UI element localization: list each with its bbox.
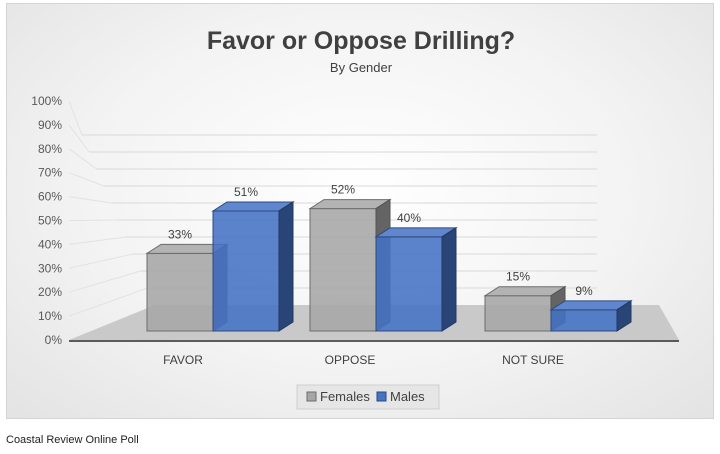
gridline-side — [68, 219, 119, 221]
bar-front — [484, 295, 552, 332]
bar-females-oppose — [308, 198, 392, 332]
gridline-side — [68, 287, 148, 317]
gridline-side — [68, 172, 105, 187]
legend-label-females: Females — [320, 389, 370, 404]
bar-males-favor — [211, 201, 295, 332]
chart-frame: 0% 10% 20% 30% 40% 50% 60% 70% 80% 90% 100% 33% 51%… — [6, 3, 714, 419]
bar-front — [146, 252, 214, 332]
category-label: OPPOSE — [325, 353, 376, 367]
y-tick-label: 10% — [38, 309, 62, 323]
y-tick-label: 60% — [38, 190, 62, 204]
gridline-side — [68, 196, 112, 204]
y-tick-label: 90% — [38, 118, 62, 132]
bar-front — [212, 210, 280, 332]
gridline-side — [68, 236, 126, 245]
y-tick-label: 0% — [45, 333, 63, 347]
bar-front — [375, 236, 443, 332]
bar-side — [441, 226, 457, 332]
bar-males-oppose — [374, 226, 458, 332]
data-label: 52% — [331, 183, 355, 197]
data-label: 40% — [397, 211, 421, 225]
category-label: FAVOR — [163, 353, 203, 367]
legend-label-males: Males — [390, 389, 425, 404]
gridline-side — [68, 124, 90, 153]
legend-box — [296, 384, 440, 410]
gridline-side — [68, 270, 141, 293]
y-tick-label: 70% — [38, 166, 62, 180]
data-label: 51% — [234, 185, 258, 199]
category-label: NOT SURE — [502, 353, 564, 367]
y-tick-label: 20% — [38, 285, 62, 299]
bar-chart: 0% 10% 20% 30% 40% 50% 60% 70% 80% 90% 100% 33% 51%… — [31, 27, 679, 410]
gridline-side — [68, 253, 134, 269]
bar-front — [309, 208, 377, 332]
source-note: Coastal Review Online Poll — [6, 434, 139, 446]
bar-side — [278, 201, 294, 332]
y-tick-label: 80% — [38, 142, 62, 156]
y-tick-label: 100% — [31, 94, 62, 108]
y-tick-label: 40% — [38, 237, 62, 251]
gridline-side — [68, 148, 97, 170]
data-label: 9% — [575, 284, 593, 298]
gridline-side — [68, 100, 83, 136]
data-label: 15% — [506, 270, 530, 284]
chart-title: Favor or Oppose Drilling? — [207, 27, 515, 55]
bar-side — [616, 299, 632, 332]
bar-front — [550, 309, 618, 332]
legend-swatch-males — [376, 391, 387, 402]
legend-swatch-females — [306, 391, 317, 402]
y-tick-label: 50% — [38, 214, 62, 228]
chart-subtitle: By Gender — [330, 60, 393, 75]
data-label: 33% — [168, 227, 192, 241]
y-tick-label: 30% — [38, 261, 62, 275]
bar-males-not-sure — [549, 299, 633, 332]
